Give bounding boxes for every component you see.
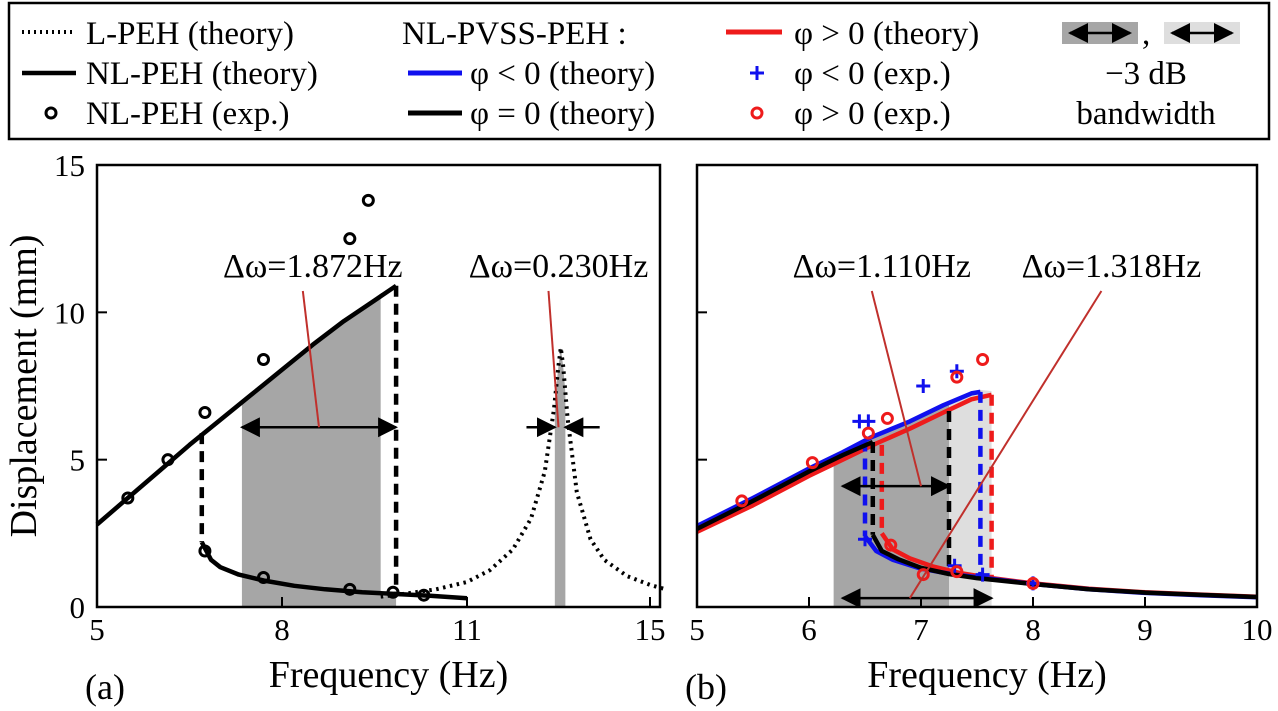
series-nl-peh-exp-point bbox=[161, 453, 175, 467]
band-mask bbox=[97, 166, 397, 525]
series-nl-peh-exp-point bbox=[257, 571, 270, 585]
series-nl-peh-theory-line bbox=[95, 283, 398, 527]
band-mask bbox=[697, 166, 1000, 524]
legend-bandwidth-line2: bandwidth bbox=[1076, 96, 1216, 132]
series--0-exp-point bbox=[805, 456, 819, 470]
series--0-exp-point bbox=[1026, 576, 1040, 590]
legend-marker-phi-pos-exp bbox=[750, 106, 764, 120]
annotation-leader bbox=[908, 290, 1103, 599]
series--0-theory-line bbox=[696, 392, 993, 534]
panel-label: (a) bbox=[85, 667, 125, 707]
series-nl-peh-exp-point bbox=[343, 232, 357, 246]
x-tick-label: 5 bbox=[89, 612, 105, 647]
series-nl-peh-exp-point bbox=[121, 491, 135, 505]
series-nl-peh-exp-point bbox=[417, 588, 431, 602]
series--0-theory-line bbox=[870, 533, 1258, 600]
legend-label-phi-pos-theory: φ > 0 (theory) bbox=[794, 16, 979, 52]
y-tick-label: 15 bbox=[54, 148, 85, 183]
series--0-exp-point bbox=[916, 379, 931, 393]
bandwidth-annotation: Δω=0.230Hz bbox=[469, 248, 649, 285]
x-tick-label: 7 bbox=[913, 612, 929, 647]
series--0-exp-point bbox=[880, 411, 894, 425]
y-tick-label: 10 bbox=[54, 295, 85, 330]
axes-frame bbox=[95, 163, 662, 609]
legend-header-pvss: NL-PVSS-PEH : bbox=[402, 16, 627, 52]
legend-band-separator: , bbox=[1142, 16, 1150, 52]
x-tick-label: 8 bbox=[1025, 612, 1041, 647]
x-tick-label: 5 bbox=[689, 612, 705, 647]
series-nl-peh-exp-point bbox=[343, 582, 357, 596]
legend: L-PEH (theory) NL-PEH (theory) NL-PEH (e… bbox=[7, 1, 1271, 141]
x-tick-label: 9 bbox=[1137, 612, 1153, 647]
series-nl-peh-exp-point bbox=[257, 352, 270, 366]
series--0-exp-point bbox=[884, 538, 898, 552]
band-mask bbox=[380, 166, 664, 597]
x-axis-label: Frequency (Hz) bbox=[867, 654, 1107, 696]
y-tick-label: 5 bbox=[70, 443, 86, 478]
series--0-exp-point bbox=[916, 568, 930, 582]
series-nl-peh-theory-line bbox=[199, 541, 468, 601]
legend-marker-phi-neg-exp bbox=[750, 66, 764, 80]
series-l-peh-theory-line bbox=[380, 345, 665, 599]
series--0-exp-point bbox=[735, 494, 749, 508]
legend-label-phi-neg-theory: φ < 0 (theory) bbox=[470, 56, 655, 92]
x-axis-label: Frequency (Hz) bbox=[269, 654, 509, 696]
series-nl-peh-exp-point bbox=[361, 193, 375, 207]
annotation-leader bbox=[301, 290, 320, 428]
series--0-exp-point bbox=[858, 532, 872, 547]
legend-label-nlpeh-theory: NL-PEH (theory) bbox=[86, 56, 318, 92]
series-nl-peh-exp-point bbox=[386, 585, 400, 599]
series--0-exp-point bbox=[950, 565, 964, 579]
bandwidth-annotation: Δω=1.110Hz bbox=[793, 248, 971, 285]
axes-frame bbox=[695, 163, 1259, 609]
x-tick-label: 11 bbox=[452, 612, 482, 647]
panel-label: (b) bbox=[685, 667, 727, 707]
legend-label-phi-neg-exp: φ < 0 (exp.) bbox=[794, 56, 951, 92]
legend-marker-nlpeh-exp bbox=[44, 106, 58, 120]
x-tick-label: 8 bbox=[274, 612, 290, 647]
bandwidth-annotation: Δω=1.872Hz bbox=[223, 248, 403, 285]
bandwidth-annotation: Δω=1.318Hz bbox=[1022, 248, 1202, 285]
annotation-leader bbox=[870, 290, 922, 487]
x-tick-label: 15 bbox=[635, 612, 666, 647]
series-nl-peh-exp-point bbox=[198, 406, 212, 420]
annotation-leader bbox=[547, 290, 560, 428]
y-axis-label: Displacement (mm) bbox=[3, 235, 45, 538]
legend-label-nlpeh-exp: NL-PEH (exp.) bbox=[86, 96, 289, 132]
series-nl-peh-exp-point bbox=[198, 544, 212, 558]
series--0-theory-line bbox=[695, 439, 874, 531]
y-tick-label: 0 bbox=[70, 590, 86, 625]
x-tick-label: 10 bbox=[1242, 612, 1273, 647]
series--0-exp-point bbox=[861, 414, 876, 429]
series--0-exp-point bbox=[861, 426, 875, 440]
bandwidth-band bbox=[554, 165, 566, 607]
legend-bandwidth-line1: −3 dB bbox=[1105, 56, 1187, 92]
series--0-exp-point bbox=[975, 567, 990, 582]
legend-label-phi-zero-theory: φ = 0 (theory) bbox=[470, 96, 655, 132]
legend-label-lpeh-theory: L-PEH (theory) bbox=[86, 16, 294, 52]
x-tick-label: 6 bbox=[801, 612, 817, 647]
legend-box bbox=[7, 1, 1271, 141]
series--0-exp-point bbox=[976, 352, 990, 366]
series--0-exp-point bbox=[950, 370, 964, 384]
panel-b: Δω=1.110Hz Δω=1.318Hz 5 6 7 8 9 10 Frequency (Hz… bbox=[685, 163, 1273, 707]
legend-label-phi-pos-exp: φ > 0 (exp.) bbox=[794, 96, 951, 132]
